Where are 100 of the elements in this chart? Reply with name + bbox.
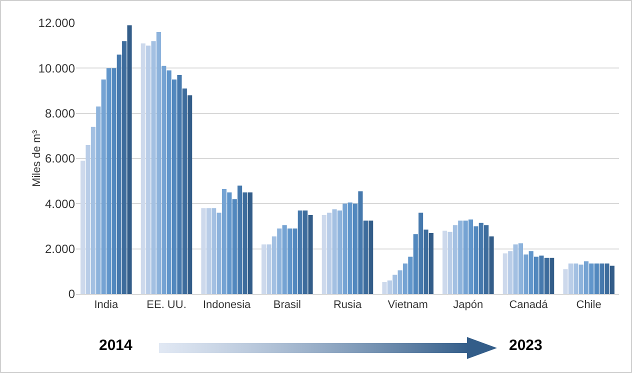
bar — [534, 256, 539, 294]
y-tick-label: 12.000 — [38, 16, 76, 30]
bar — [106, 68, 112, 294]
bar — [448, 232, 452, 294]
bar — [272, 236, 276, 294]
bar — [327, 212, 332, 294]
bar — [287, 228, 292, 294]
text: 2023 — [509, 337, 542, 354]
bar — [508, 251, 513, 294]
bar — [182, 88, 187, 294]
bar — [478, 222, 484, 294]
bar — [600, 264, 604, 294]
bar — [156, 32, 161, 294]
bar — [177, 74, 182, 294]
bar — [589, 264, 594, 294]
bar — [382, 282, 387, 294]
y-tick-label: 10.000 — [38, 61, 76, 76]
bar — [358, 191, 363, 294]
y-tick-label: 2.000 — [44, 242, 76, 256]
bar — [513, 244, 518, 294]
bar — [584, 261, 589, 294]
bar — [162, 66, 166, 294]
bar — [332, 209, 337, 294]
bar — [90, 126, 96, 294]
y-axis-title: Miles de m³ — [30, 130, 43, 187]
bar — [424, 230, 428, 294]
bar — [528, 251, 534, 294]
x-tick-label: Chile — [576, 299, 602, 312]
bar — [112, 68, 116, 294]
bar — [262, 244, 266, 294]
x-tick-label: Vietnam — [388, 299, 428, 312]
bar — [484, 225, 489, 294]
bar — [80, 160, 86, 294]
bar — [610, 266, 614, 294]
bar — [172, 79, 177, 294]
bar — [539, 256, 544, 294]
bar — [212, 208, 216, 294]
bar — [266, 244, 272, 294]
bar — [146, 46, 151, 294]
y-tick-label: 4.000 — [44, 196, 76, 211]
bar — [116, 54, 122, 294]
bar — [292, 228, 298, 294]
bar — [524, 254, 528, 294]
bar — [122, 41, 127, 294]
bar — [502, 253, 508, 294]
bar — [604, 264, 610, 294]
bar — [544, 258, 549, 294]
bar — [308, 214, 313, 294]
bar — [337, 210, 342, 294]
bar — [342, 204, 348, 294]
bar — [408, 256, 413, 294]
bar — [298, 210, 302, 294]
bar — [322, 214, 326, 294]
bar — [578, 264, 584, 294]
bar — [489, 236, 494, 294]
y-tick-label: 6.000 — [44, 152, 76, 166]
bar — [387, 280, 392, 294]
x-tick-label: Brasil — [273, 299, 301, 312]
bar — [518, 243, 523, 294]
bar — [418, 212, 424, 294]
x-tick-label: Indonesia — [202, 299, 252, 312]
bar — [563, 269, 568, 294]
bar — [248, 192, 252, 294]
bar — [428, 233, 434, 294]
bar — [86, 144, 90, 294]
bar — [277, 228, 282, 294]
bar — [398, 270, 402, 294]
bar — [151, 41, 156, 294]
x-tick-label: Japón — [453, 299, 484, 312]
bar — [463, 220, 468, 294]
bar — [594, 264, 599, 294]
bar — [392, 274, 398, 294]
bar — [166, 70, 172, 294]
x-tick-label: Canadá — [509, 299, 549, 312]
x-tick-label: Rusia — [333, 299, 362, 312]
bar — [468, 219, 474, 294]
bar — [474, 226, 478, 294]
bar — [127, 25, 132, 294]
bar — [348, 202, 352, 294]
text: 2014 — [99, 337, 132, 354]
bar — [206, 208, 211, 294]
bar — [242, 192, 248, 294]
bar — [458, 220, 463, 294]
y-tick-label: 8.000 — [44, 106, 76, 121]
bar — [201, 208, 206, 294]
bar — [216, 212, 222, 294]
bar — [232, 199, 237, 294]
bar — [303, 210, 308, 294]
bar — [238, 186, 242, 294]
y-tick-label: 0 — [68, 287, 76, 302]
bar — [452, 225, 458, 294]
bar — [282, 225, 287, 294]
bar — [101, 79, 106, 294]
bar — [96, 106, 101, 294]
x-tick-label: India — [94, 299, 119, 312]
bar — [363, 220, 368, 294]
bar — [402, 264, 408, 294]
bar — [227, 192, 232, 294]
bar — [368, 220, 374, 294]
x-tick-label: EE. UU. — [146, 299, 186, 312]
